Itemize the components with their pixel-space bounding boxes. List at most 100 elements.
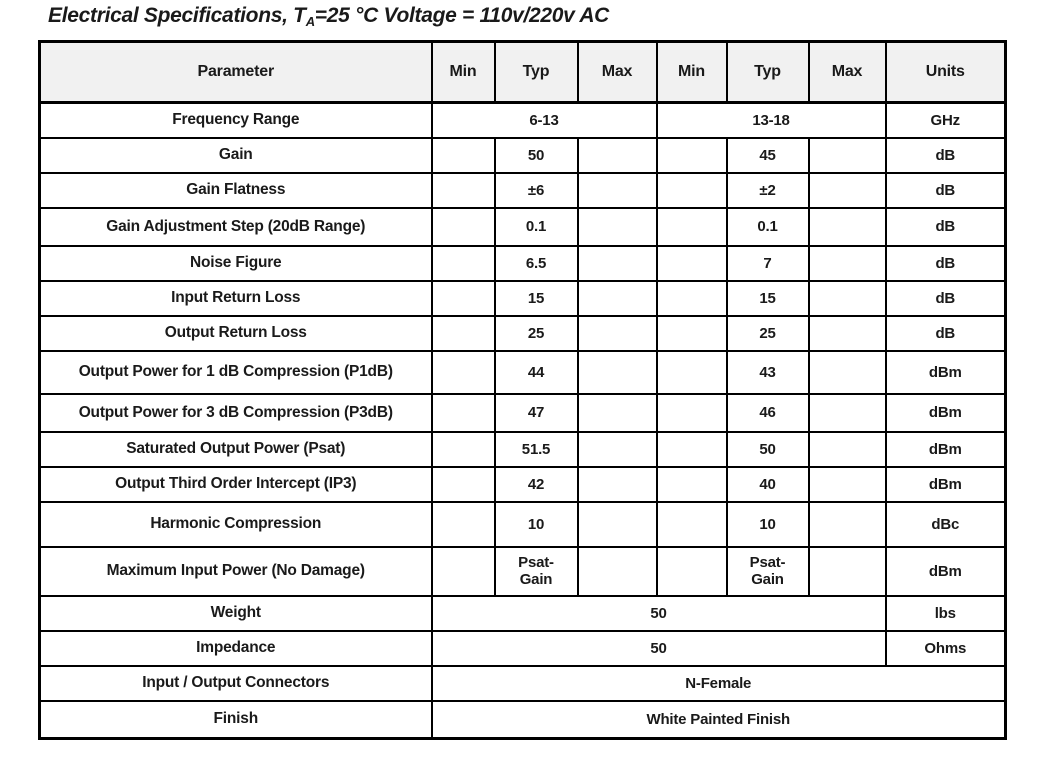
parameter-cell: Output Power for 1 dB Compression (P1dB) bbox=[38, 349, 433, 395]
value-cell bbox=[430, 171, 496, 209]
parameter-cell: Input Return Loss bbox=[38, 279, 433, 317]
value-cell bbox=[655, 314, 728, 352]
parameter-cell: Impedance bbox=[38, 629, 433, 667]
value-cell: 43 bbox=[725, 349, 810, 395]
value-cell bbox=[576, 314, 658, 352]
value-cell: ±2 bbox=[725, 171, 810, 209]
value-cell bbox=[655, 136, 728, 174]
table-row: Gain 50 45 dB bbox=[38, 136, 1007, 174]
value-cell: N-Female bbox=[430, 664, 1007, 702]
parameter-cell: Gain Adjustment Step (20dB Range) bbox=[38, 206, 433, 247]
header-cell-max: Max bbox=[576, 40, 658, 104]
value-cell: Psat- Gain bbox=[493, 545, 579, 597]
value-cell bbox=[807, 349, 887, 395]
value-cell bbox=[655, 349, 728, 395]
value-cell bbox=[430, 430, 496, 468]
value-cell: Psat- Gain bbox=[725, 545, 810, 597]
value-cell bbox=[655, 465, 728, 503]
value-cell: dBm bbox=[884, 430, 1007, 468]
value-cell bbox=[576, 206, 658, 247]
value-cell bbox=[576, 171, 658, 209]
header-cell-typ: Typ bbox=[493, 40, 579, 104]
page-title-suffix: =25 °C Voltage = 110v/220v AC bbox=[314, 4, 610, 27]
value-cell bbox=[430, 244, 496, 282]
parameter-cell: Harmonic Compression bbox=[38, 500, 433, 548]
value-cell bbox=[576, 500, 658, 548]
value-cell: Ohms bbox=[884, 629, 1007, 667]
value-cell: dBm bbox=[884, 465, 1007, 503]
value-cell bbox=[430, 314, 496, 352]
value-cell: 7 bbox=[725, 244, 810, 282]
table-row: Gain Adjustment Step (20dB Range) 0.1 0.1 d… bbox=[38, 206, 1007, 247]
table-row: Noise Figure 6.5 7 dB bbox=[38, 244, 1007, 282]
table-row: Harmonic Compression 10 10 dBc bbox=[38, 500, 1007, 548]
value-cell bbox=[807, 392, 887, 433]
value-cell: ±6 bbox=[493, 171, 579, 209]
parameter-cell: Maximum Input Power (No Damage) bbox=[38, 545, 433, 597]
value-cell bbox=[655, 545, 728, 597]
value-cell bbox=[807, 430, 887, 468]
parameter-cell: Output Power for 3 dB Compression (P3dB) bbox=[38, 392, 433, 433]
value-cell: GHz bbox=[884, 101, 1007, 139]
value-cell: dBm bbox=[884, 349, 1007, 395]
value-cell: 50 bbox=[493, 136, 579, 174]
spec-table-header: Parameter Min Typ Max Min Typ Max Units bbox=[38, 40, 1007, 104]
value-cell bbox=[576, 392, 658, 433]
value-cell: 25 bbox=[725, 314, 810, 352]
header-cell-min: Min bbox=[655, 40, 728, 104]
value-cell: dB bbox=[884, 279, 1007, 317]
table-row: Weight 50 lbs bbox=[38, 594, 1007, 632]
value-cell: 45 bbox=[725, 136, 810, 174]
header-cell-units: Units bbox=[884, 40, 1007, 104]
value-cell bbox=[807, 465, 887, 503]
value-cell: 6.5 bbox=[493, 244, 579, 282]
value-cell bbox=[655, 244, 728, 282]
page-title-prefix: Electrical Specifications, T bbox=[48, 4, 306, 27]
value-cell bbox=[655, 206, 728, 247]
table-row: Impedance 50 Ohms bbox=[38, 629, 1007, 667]
table-row: Frequency Range 6-13 13-18 GHz bbox=[38, 101, 1007, 139]
table-row: Output Power for 3 dB Compression (P3dB)… bbox=[38, 392, 1007, 433]
value-cell bbox=[807, 171, 887, 209]
value-cell: dB bbox=[884, 244, 1007, 282]
value-cell bbox=[807, 279, 887, 317]
value-cell bbox=[430, 349, 496, 395]
value-cell: 51.5 bbox=[493, 430, 579, 468]
value-cell: 40 bbox=[725, 465, 810, 503]
table-row: Saturated Output Power (Psat) 51.5 50 dBm bbox=[38, 430, 1007, 468]
table-row: Output Return Loss 25 25 dB bbox=[38, 314, 1007, 352]
parameter-cell: Input / Output Connectors bbox=[38, 664, 433, 702]
value-cell bbox=[655, 430, 728, 468]
value-cell bbox=[655, 392, 728, 433]
value-cell: 10 bbox=[725, 500, 810, 548]
value-cell: 25 bbox=[493, 314, 579, 352]
table-row: Input / Output Connectors N-Female bbox=[38, 664, 1007, 702]
value-cell: White Painted Finish bbox=[430, 699, 1007, 740]
value-cell: lbs bbox=[884, 594, 1007, 632]
value-cell: dB bbox=[884, 136, 1007, 174]
parameter-cell: Frequency Range bbox=[38, 101, 433, 139]
value-cell: 0.1 bbox=[493, 206, 579, 247]
header-cell-max: Max bbox=[807, 40, 887, 104]
value-cell bbox=[655, 279, 728, 317]
value-cell: 0.1 bbox=[725, 206, 810, 247]
value-cell bbox=[430, 465, 496, 503]
value-cell: 46 bbox=[725, 392, 810, 433]
table-row: Gain Flatness ±6 ±2 dB bbox=[38, 171, 1007, 209]
value-cell bbox=[430, 500, 496, 548]
value-cell bbox=[807, 314, 887, 352]
value-cell: dB bbox=[884, 314, 1007, 352]
spec-table: Parameter Min Typ Max Min Typ Max Units Frequen… bbox=[38, 40, 1007, 740]
value-cell: 50 bbox=[430, 594, 887, 632]
value-cell: 44 bbox=[493, 349, 579, 395]
parameter-cell: Noise Figure bbox=[38, 244, 433, 282]
value-cell bbox=[576, 244, 658, 282]
value-cell bbox=[430, 545, 496, 597]
value-cell: 42 bbox=[493, 465, 579, 503]
value-cell: 50 bbox=[430, 629, 887, 667]
page-title: Electrical Specifications, TA=25 °C Volt… bbox=[48, 4, 609, 29]
value-cell bbox=[576, 279, 658, 317]
parameter-cell: Gain Flatness bbox=[38, 171, 433, 209]
value-cell bbox=[430, 279, 496, 317]
